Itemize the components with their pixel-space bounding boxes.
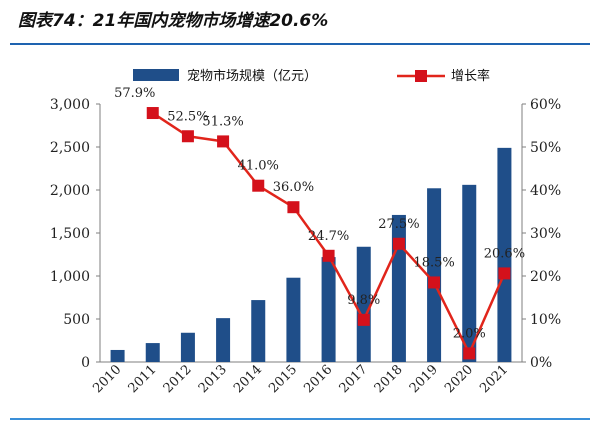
- right-tick-label: 40%: [530, 183, 561, 199]
- title-divider: [10, 43, 590, 45]
- bar-2020: [462, 184, 477, 362]
- growth-data-label: 2.0%: [453, 326, 486, 341]
- growth-data-label: 20.6%: [484, 246, 525, 261]
- x-tick-label: 2021: [477, 362, 511, 396]
- x-tick-label: 2013: [196, 362, 230, 396]
- x-tick-label: 2019: [407, 362, 441, 396]
- growth-data-label: 51.3%: [202, 114, 243, 129]
- growth-data-label: 57.9%: [114, 86, 155, 101]
- growth-marker-2020: [463, 347, 476, 360]
- left-tick-label: 2,500: [50, 140, 90, 156]
- growth-marker-2015: [287, 201, 300, 214]
- bar-2016: [321, 257, 336, 362]
- legend-bar-label: 宠物市场规模（亿元）: [187, 68, 317, 84]
- growth-data-label: 36.0%: [273, 180, 314, 195]
- legend-line-marker: [415, 70, 427, 82]
- growth-data-label: 27.5%: [378, 217, 419, 232]
- growth-marker-2021: [498, 267, 511, 280]
- right-tick-label: 30%: [530, 226, 561, 242]
- bar-2014: [251, 300, 266, 362]
- bar-2021: [497, 147, 512, 362]
- left-tick-label: 1,500: [50, 226, 90, 242]
- title-bar: 图表74：21年国内宠物市场增速20.6%: [0, 0, 600, 46]
- bar-2010: [110, 349, 125, 362]
- right-tick-label: 60%: [530, 97, 561, 113]
- growth-marker-2018: [392, 237, 405, 250]
- growth-data-label: 24.7%: [308, 229, 349, 244]
- bar-2015: [286, 277, 301, 362]
- growth-data-label: 52.5%: [167, 109, 208, 124]
- growth-marker-2019: [428, 276, 441, 289]
- left-tick-label: 1,000: [50, 269, 90, 285]
- left-tick-label: 500: [63, 312, 90, 328]
- growth-data-label: 18.5%: [413, 255, 454, 270]
- bar-2012: [180, 332, 195, 362]
- bar-2019: [427, 188, 442, 362]
- growth-marker-2011: [146, 107, 159, 120]
- x-tick-label: 2018: [372, 362, 406, 396]
- right-tick-label: 50%: [530, 140, 561, 156]
- bar-2013: [216, 318, 231, 362]
- x-tick-label: 2016: [301, 362, 335, 396]
- chart: 宠物市场规模（亿元） 增长率 0 500 1,000 1,500 2,000 2,500 3,0…: [50, 68, 561, 396]
- growth-marker-2014: [252, 179, 265, 192]
- growth-marker-2012: [181, 130, 194, 143]
- x-tick-label: 2017: [337, 362, 371, 396]
- right-tick-label: 10%: [530, 312, 561, 328]
- x-tick-label: 2015: [266, 362, 300, 396]
- right-tick-label: 20%: [530, 269, 561, 285]
- bottom-divider: [10, 418, 590, 420]
- x-tick-label: 2010: [90, 362, 124, 396]
- growth-marker-2013: [217, 135, 230, 148]
- growth-marker-2017: [357, 313, 370, 326]
- bar-2018: [391, 214, 406, 362]
- left-tick-label: 2,000: [50, 183, 90, 199]
- chart-title: 图表74：21年国内宠物市场增速20.6%: [18, 11, 329, 31]
- bar-2011: [145, 343, 160, 362]
- legend-line-label: 增长率: [451, 68, 490, 84]
- growth-data-label: 41.0%: [238, 159, 279, 174]
- x-tick-label: 2020: [442, 362, 476, 396]
- bar-2017: [356, 246, 371, 362]
- legend-bar-swatch: [133, 69, 179, 81]
- left-tick-label: 3,000: [50, 97, 90, 113]
- right-tick-label: 0%: [530, 355, 552, 371]
- x-tick-label: 2011: [126, 362, 160, 396]
- growth-data-label: 9.8%: [347, 293, 380, 308]
- growth-marker-2016: [322, 249, 335, 262]
- x-tick-label: 2012: [161, 362, 195, 396]
- left-tick-label: 0: [81, 355, 90, 371]
- x-tick-label: 2014: [231, 362, 265, 396]
